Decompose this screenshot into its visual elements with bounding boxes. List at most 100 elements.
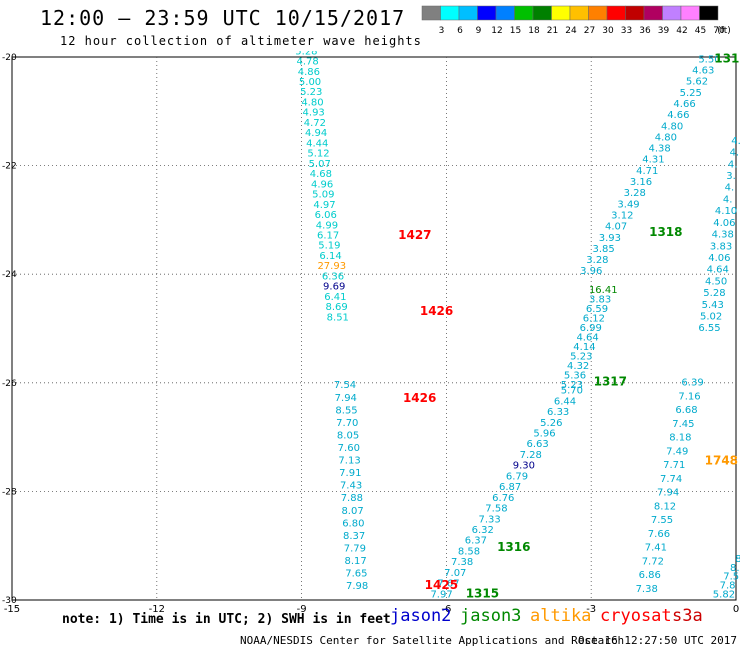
swh-value: 7.72 [642, 556, 664, 567]
swh-value: 7.88 [341, 493, 363, 504]
swh-value: 5.02 [700, 312, 722, 323]
swh-value: 7.5 [723, 572, 739, 583]
legend-label: 70 [713, 26, 725, 36]
swh-value: 4.44 [306, 138, 328, 149]
swh-value: 5.82 [713, 589, 735, 600]
swh-value: 6.37 [465, 536, 487, 547]
swh-value: 4.31 [642, 155, 664, 166]
swh-value: 5.12 [307, 149, 329, 160]
swh-value: 7.94 [335, 393, 357, 404]
satellite-jason2: jason2 [390, 606, 452, 626]
satellite-altika: altika [530, 606, 592, 626]
lat-tick-label: -26 [2, 379, 17, 389]
lon-tick-label: -9 [297, 604, 307, 615]
swh-value: 8.07 [341, 506, 363, 517]
swh-value: 8.17 [344, 556, 366, 567]
swh-value: 6.87 [499, 482, 521, 493]
swh-value: 5.25 [680, 88, 702, 99]
swh-value: 3.83 [589, 295, 611, 306]
pass-number: 1315 [466, 586, 499, 600]
swh-value: 5.28 [703, 288, 725, 299]
swh-value: 4.68 [310, 169, 332, 180]
chart-title: 12:00 – 23:59 UTC 10/15/2017 [40, 6, 406, 30]
pass-number: 1318 [649, 225, 682, 239]
swh-value: 5.36 [564, 371, 586, 382]
swh-value: 8. [730, 563, 740, 574]
legend-label: 33 [621, 26, 632, 36]
legend-label: 18 [528, 26, 540, 36]
swh-value: 5.09 [312, 190, 334, 201]
swh-value: 6.06 [315, 210, 337, 221]
legend-label: 45 [695, 26, 706, 36]
footer-timestamp: Oct 16 12:27:50 UTC 2017 [578, 634, 737, 647]
swh-value: 6.44 [554, 396, 576, 407]
swh-value: 4.38 [712, 230, 734, 241]
swh-value: 4.64 [707, 265, 729, 276]
swh-value: 4.72 [304, 118, 326, 129]
swh-value: 27.93 [317, 261, 346, 272]
legend-label: 9 [476, 26, 482, 36]
swh-value: 5.62 [686, 77, 708, 88]
swh-value: 7.07 [444, 568, 466, 579]
lat-tick-label: -30 [2, 596, 17, 606]
pass-number: 1426 [403, 391, 436, 405]
swh-value: 4.80 [661, 121, 683, 132]
swh-value: 7.70 [336, 418, 358, 429]
swh-value: 4.14 [573, 342, 595, 353]
satellite-s3a: s3a [672, 606, 703, 626]
swh-value: 8 [735, 554, 740, 565]
swh-value: 6.68 [675, 405, 697, 416]
swh-value: 6.99 [580, 323, 602, 334]
swh-value: 3.28 [586, 255, 608, 266]
color-legend: 3 6 9 12 15 18 21 24 27 30 33 36 39 42 45 70(ft) [421, 5, 731, 36]
swh-value: 8.12 [654, 501, 676, 512]
lon-tick-label: -3 [586, 604, 596, 615]
swh-value: 5.43 [702, 300, 724, 311]
swh-value: 6.79 [506, 471, 528, 482]
lat-tick-label: -24 [2, 270, 17, 280]
swh-value: 5.23 [570, 352, 592, 363]
swh-value: 5.23 [300, 87, 322, 98]
swh-value: 5.00 [299, 77, 321, 88]
swh-value: 7.49 [666, 446, 688, 457]
swh-value: 5.50 [698, 54, 720, 65]
swh-value: 4.06 [708, 253, 730, 264]
swh-value: 3.85 [593, 244, 615, 255]
legend-label: 6 [457, 26, 463, 36]
swh-value: 6.41 [324, 292, 346, 303]
swh-value: 7.74 [660, 474, 682, 485]
swh-value: 4.96 [311, 179, 333, 190]
swh-value: 7.67 [437, 579, 459, 590]
legend-label: 30 [602, 26, 614, 36]
swh-value: 4.78 [297, 57, 319, 68]
swh-value: 4. [725, 183, 735, 194]
swh-value: 3.96 [580, 266, 602, 277]
swh-value: 7.16 [678, 391, 700, 402]
swh-value: 3.28 [624, 188, 646, 199]
swh-value: 3.49 [617, 199, 639, 210]
swh-value: 5.96 [533, 429, 555, 440]
swh-value: 8.55 [335, 405, 357, 416]
swh-value: 7.91 [339, 468, 361, 479]
footer-credit: NOAA/NESDIS Center for Satellite Applica… [240, 634, 625, 647]
swh-value: 6.14 [319, 251, 341, 262]
pass-number: 1425 [425, 578, 458, 592]
legend-label: 39 [658, 26, 670, 36]
swh-value: 9.30 [513, 461, 535, 472]
note-text: note: 1) Time is in UTC; 2) SWH is in fe… [62, 612, 391, 627]
swh-value: 4.06 [713, 218, 735, 229]
swh-value: 7.55 [651, 515, 673, 526]
swh-value: 3.93 [599, 233, 621, 244]
swh-value: 7.8 [720, 580, 736, 591]
swh-value: 8.37 [343, 531, 365, 542]
swh-value: 4.66 [667, 110, 689, 121]
swh-value: 7.13 [338, 456, 360, 467]
swh-value: 5.70 [561, 386, 583, 397]
legend-label: 12 [491, 26, 502, 36]
swh-value: 7.79 [344, 543, 366, 554]
swh-value: 6.32 [472, 525, 494, 536]
swh-value: 6.59 [586, 304, 608, 315]
pass-number: 1316 [497, 540, 530, 554]
swh-value: 3.12 [611, 210, 633, 221]
swh-value: 7.54 [334, 380, 356, 391]
